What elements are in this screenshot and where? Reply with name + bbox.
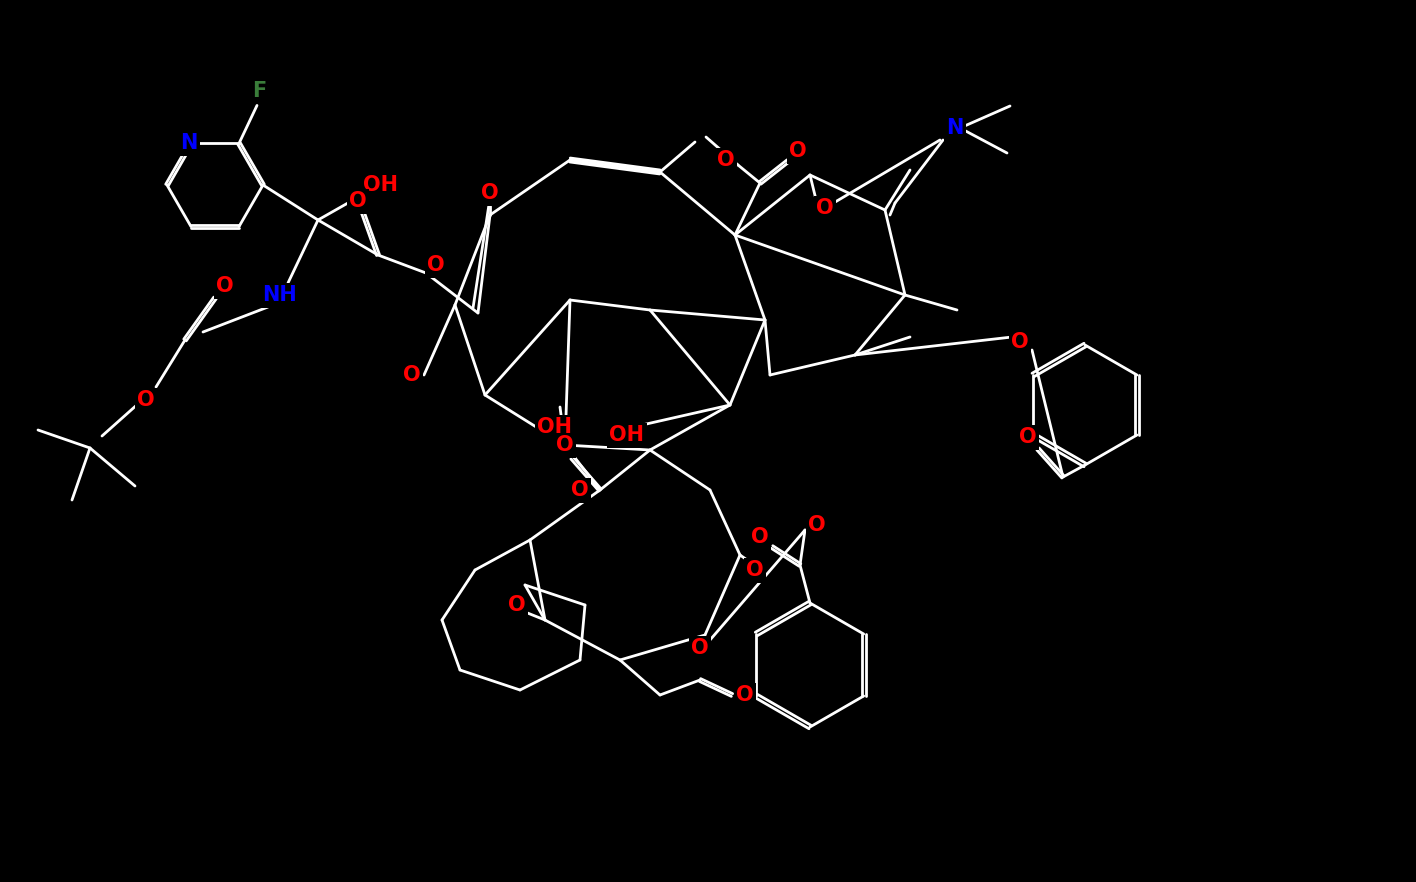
Text: O: O xyxy=(556,435,573,455)
Text: O: O xyxy=(691,638,709,658)
Text: OH: OH xyxy=(362,175,398,195)
Text: N: N xyxy=(180,133,198,153)
Text: O: O xyxy=(750,527,769,547)
Text: O: O xyxy=(716,150,735,170)
Text: O: O xyxy=(350,191,367,211)
Text: O: O xyxy=(508,595,525,615)
Text: O: O xyxy=(428,255,445,275)
Text: O: O xyxy=(571,480,589,500)
Text: N: N xyxy=(946,118,964,138)
Text: O: O xyxy=(816,198,834,218)
Text: O: O xyxy=(789,141,807,161)
Text: OH: OH xyxy=(609,425,644,445)
Text: F: F xyxy=(252,81,266,101)
Text: OH: OH xyxy=(538,417,572,437)
Text: O: O xyxy=(1011,332,1029,352)
Text: O: O xyxy=(481,183,498,203)
Text: O: O xyxy=(746,560,763,580)
Text: O: O xyxy=(809,515,826,535)
Text: O: O xyxy=(217,276,234,296)
Text: O: O xyxy=(137,390,154,410)
Text: NH: NH xyxy=(262,285,297,305)
Text: O: O xyxy=(404,365,421,385)
Text: O: O xyxy=(736,685,753,705)
Text: O: O xyxy=(1020,427,1037,447)
